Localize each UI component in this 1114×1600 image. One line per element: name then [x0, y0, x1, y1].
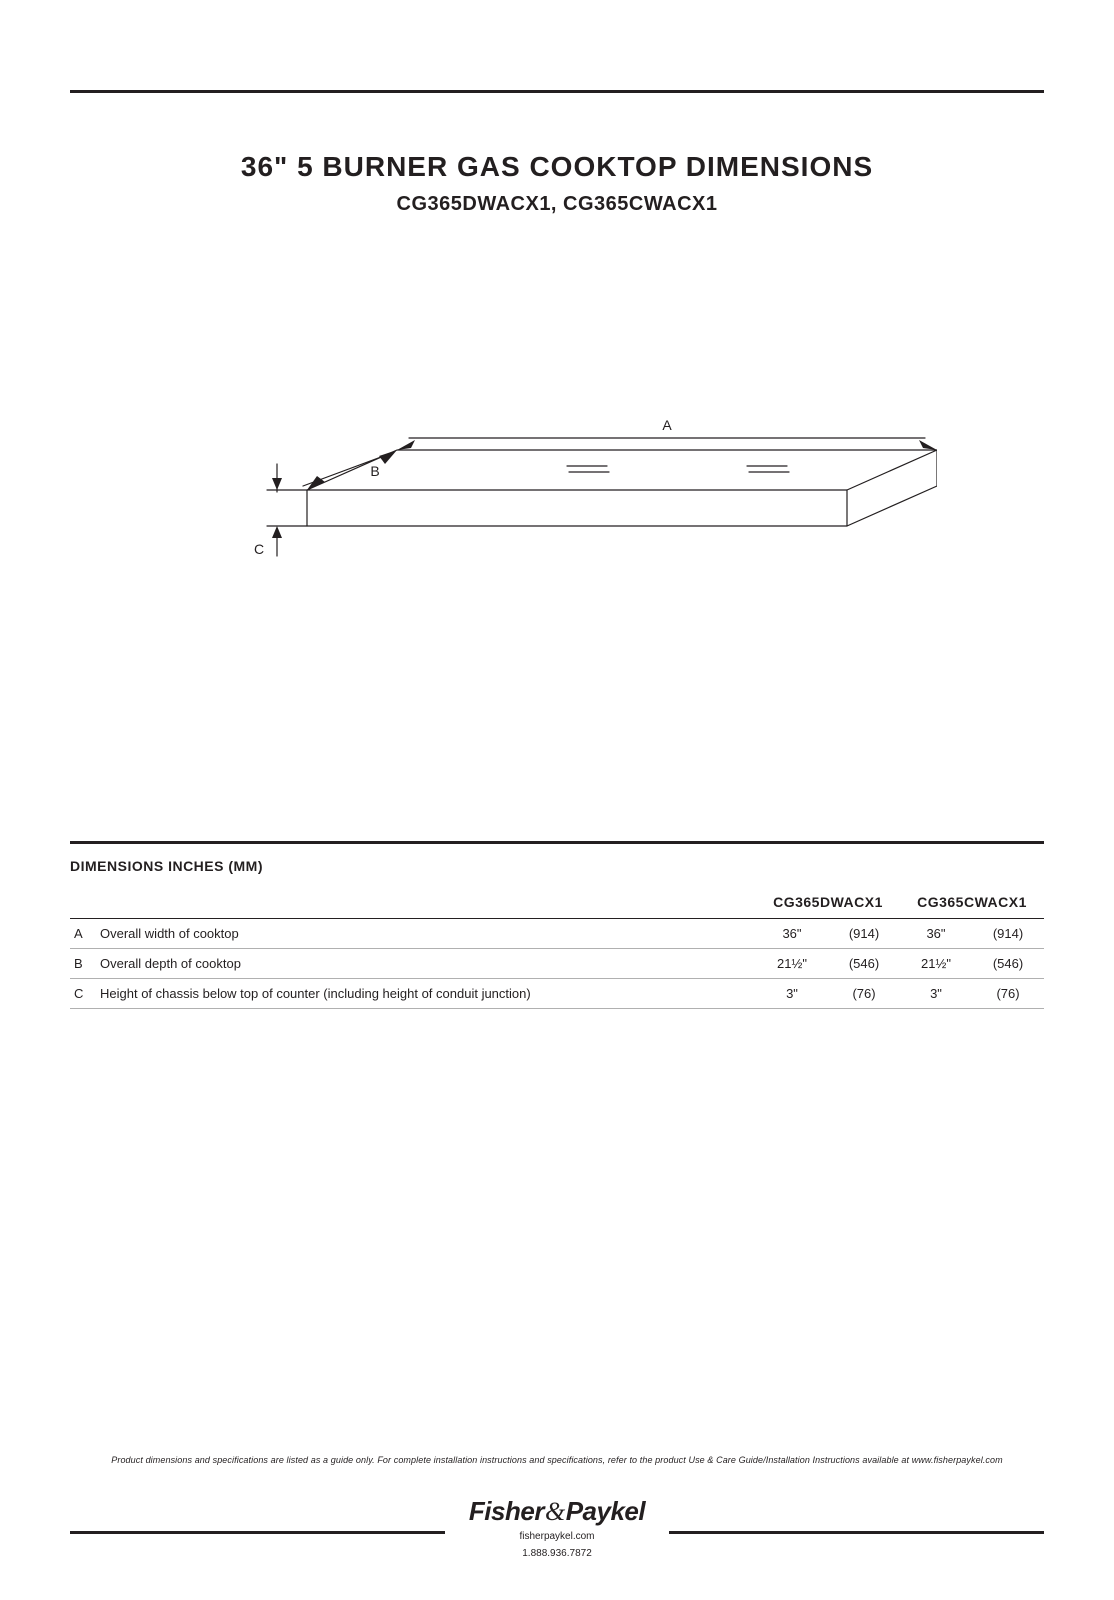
dim-desc: Height of chassis below top of counter (… — [96, 979, 756, 1009]
dim-value: 21½" — [756, 949, 828, 979]
brand-website: fisherpaykel.com — [469, 1531, 645, 1544]
brand-logo: Fisher&Paykel — [469, 1496, 645, 1527]
footer-rule-left — [70, 1531, 445, 1534]
dim-desc: Overall width of cooktop — [96, 919, 756, 949]
diagram-label-c: C — [254, 541, 264, 557]
table-header-model1: CG365DWACX1 — [756, 888, 900, 919]
brand-right: Paykel — [566, 1496, 645, 1526]
dim-mm: (546) — [828, 949, 900, 979]
dim-value: 36" — [900, 919, 972, 949]
dim-mm: (76) — [972, 979, 1044, 1009]
table-top-rule — [70, 841, 1044, 844]
dim-letter: B — [70, 949, 96, 979]
footer-rule-right — [669, 1531, 1044, 1534]
table-header-spacer — [96, 888, 756, 919]
brand-phone: 1.888.936.7872 — [469, 1548, 645, 1561]
top-horizontal-rule — [70, 90, 1044, 93]
diagram-label-b: B — [370, 463, 379, 479]
brand-ampersand: & — [544, 1497, 566, 1526]
dimensions-heading: DIMENSIONS INCHES (MM) — [70, 858, 1044, 874]
dim-value: 21½" — [900, 949, 972, 979]
diagram-label-a: A — [662, 417, 672, 433]
dimensions-table: CG365DWACX1 CG365CWACX1 A Overall width … — [70, 888, 1044, 1009]
dim-mm: (914) — [972, 919, 1044, 949]
dim-value: 3" — [900, 979, 972, 1009]
dim-value: 36" — [756, 919, 828, 949]
page-subtitle: CG365DWACX1, CG365CWACX1 — [70, 193, 1044, 216]
table-header-model2: CG365CWACX1 — [900, 888, 1044, 919]
table-row: A Overall width of cooktop 36" (914) 36"… — [70, 919, 1044, 949]
dim-letter: C — [70, 979, 96, 1009]
page-footer: Fisher&Paykel fisherpaykel.com 1.888.936… — [70, 1496, 1044, 1560]
cooktop-dimension-diagram: A B C — [70, 406, 1044, 616]
dim-value: 3" — [756, 979, 828, 1009]
table-row: B Overall depth of cooktop 21½" (546) 21… — [70, 949, 1044, 979]
table-header-spacer — [70, 888, 96, 919]
page-title: 36" 5 BURNER GAS COOKTOP DIMENSIONS — [70, 151, 1044, 183]
dim-desc: Overall depth of cooktop — [96, 949, 756, 979]
dim-mm: (76) — [828, 979, 900, 1009]
brand-left: Fisher — [469, 1496, 544, 1526]
dim-mm: (914) — [828, 919, 900, 949]
disclaimer-text: Product dimensions and specifications ar… — [70, 1455, 1044, 1465]
table-row: C Height of chassis below top of counter… — [70, 979, 1044, 1009]
dim-mm: (546) — [972, 949, 1044, 979]
dim-letter: A — [70, 919, 96, 949]
